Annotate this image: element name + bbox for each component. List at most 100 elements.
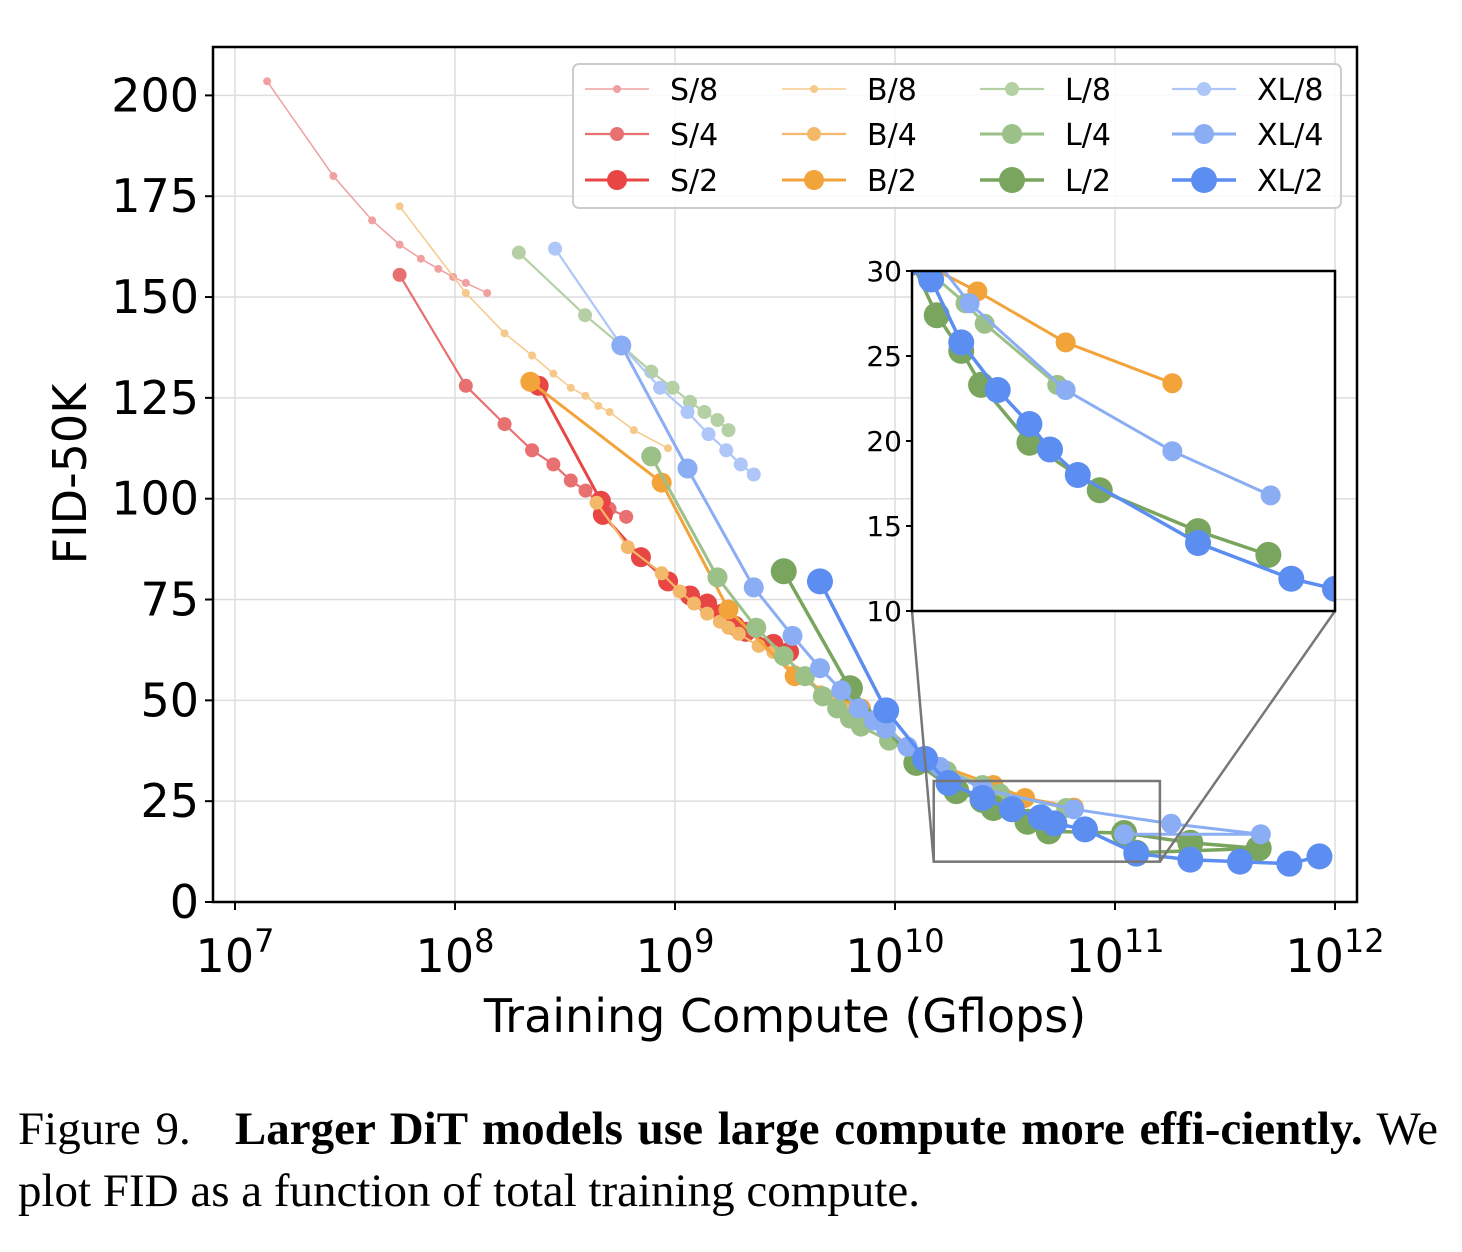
legend-item-xl-8: XL/8 <box>1172 73 1323 108</box>
zoom-indicator <box>910 610 1337 863</box>
data-point <box>721 423 736 438</box>
y-tick-label: 100 <box>111 472 199 526</box>
data-point <box>831 680 852 701</box>
data-point <box>497 417 512 432</box>
legend-label: B/8 <box>867 73 917 108</box>
series-s-4 <box>392 267 634 524</box>
data-point <box>719 443 734 458</box>
y-axis-label: FID-50K <box>43 382 97 565</box>
inset-data-point <box>1322 575 1335 602</box>
x-axis-label: Training Compute (Gflops) <box>483 989 1086 1043</box>
legend-marker <box>613 85 621 93</box>
inset-data-point <box>1278 565 1305 592</box>
legend-label: B/4 <box>867 118 917 153</box>
data-point <box>733 457 748 472</box>
x-axis-ticks: 107 108 109 1010 1011 1012 <box>196 902 1385 983</box>
y-tick-label: 200 <box>111 68 199 122</box>
data-point <box>641 446 662 467</box>
y-axis-ticks: 0 25 50 75 100 125 150 175 200 <box>111 68 213 929</box>
zoom-source-box <box>932 779 1162 863</box>
data-point <box>1276 850 1303 877</box>
data-point <box>743 577 764 598</box>
y-tick-label: 0 <box>170 875 199 929</box>
data-point <box>697 404 712 419</box>
inset-series-xl-4 <box>921 244 1281 506</box>
inset-y-tick-label: 10 <box>866 595 902 628</box>
data-point <box>578 308 593 323</box>
data-point <box>461 289 470 298</box>
zoom-connector <box>910 610 935 862</box>
data-point <box>1177 846 1204 873</box>
series-b-8 <box>395 202 673 453</box>
legend-item-b-8: B/8 <box>782 73 917 108</box>
data-point <box>746 617 767 638</box>
series-layer <box>263 77 1333 877</box>
inset-data-point <box>1055 332 1076 353</box>
caption-text: We plot FID as a function of total train… <box>18 1103 1439 1217</box>
data-point <box>548 241 563 256</box>
data-point <box>619 509 634 524</box>
series-s-8 <box>263 77 492 298</box>
inset-series-layer <box>912 244 1335 602</box>
x-tick-label: 108 <box>416 922 495 983</box>
data-point <box>664 444 673 453</box>
inset-y-tick-label: 15 <box>866 510 902 543</box>
inset-data-point <box>921 244 941 264</box>
data-point <box>1250 824 1271 845</box>
inset-data-point <box>1016 411 1043 437</box>
data-point <box>395 240 404 249</box>
data-point <box>329 172 338 181</box>
legend-marker <box>1191 167 1217 193</box>
data-point <box>680 404 695 419</box>
data-point <box>549 369 558 378</box>
legend-marker <box>810 85 818 93</box>
legend-marker <box>607 170 627 190</box>
data-point <box>511 245 526 260</box>
legend-marker <box>807 127 821 141</box>
data-point <box>721 620 736 635</box>
data-point <box>969 784 996 811</box>
series-line <box>398 274 627 518</box>
data-point <box>1227 848 1254 875</box>
legend-marker <box>999 167 1025 193</box>
data-point <box>1071 816 1098 843</box>
inset-data-point <box>923 302 950 329</box>
legend-marker <box>1194 124 1214 144</box>
inset-data-point <box>1016 429 1043 456</box>
legend-label: L/2 <box>1065 164 1111 199</box>
data-point <box>395 202 404 211</box>
inset-data-point <box>1185 530 1212 556</box>
y-tick-label: 75 <box>140 573 199 627</box>
legend-label: XL/2 <box>1257 164 1323 199</box>
data-point <box>773 645 794 666</box>
data-point <box>731 626 746 641</box>
data-point <box>500 329 509 338</box>
legend: S/8 S/4 S/2 B/8 B/4 B/2 L/8 L/4 L/2 XL/8 XL/4 XL/2 <box>572 63 1342 209</box>
x-tick-label: 1012 <box>1285 922 1384 983</box>
data-point <box>629 426 638 435</box>
figure-caption: Figure 9. Larger DiT models use large co… <box>18 1098 1438 1222</box>
data-point <box>581 391 590 400</box>
data-point <box>589 495 604 510</box>
data-point <box>611 335 632 356</box>
y-tick-label: 50 <box>140 673 199 727</box>
data-point <box>1041 810 1068 837</box>
inset-data-point <box>1162 441 1183 462</box>
data-point <box>458 378 473 393</box>
data-point <box>665 380 680 395</box>
legend-item-b-4: B/4 <box>782 118 917 153</box>
legend-label: XL/8 <box>1257 73 1323 108</box>
legend-label: L/4 <box>1065 118 1111 153</box>
data-point <box>806 568 833 595</box>
x-tick-label: 1011 <box>1065 922 1164 983</box>
legend-label: S/4 <box>670 118 718 153</box>
inset-y-tick-label: 30 <box>866 255 902 288</box>
legend-marker <box>1197 82 1211 96</box>
legend-box <box>572 63 1342 209</box>
inset-data-point <box>1260 485 1281 506</box>
inset-data-point <box>1255 541 1282 568</box>
data-point <box>653 380 668 395</box>
inset-data-point <box>974 313 995 334</box>
data-point <box>1114 824 1135 845</box>
inset-series-xl-2 <box>912 271 1335 602</box>
